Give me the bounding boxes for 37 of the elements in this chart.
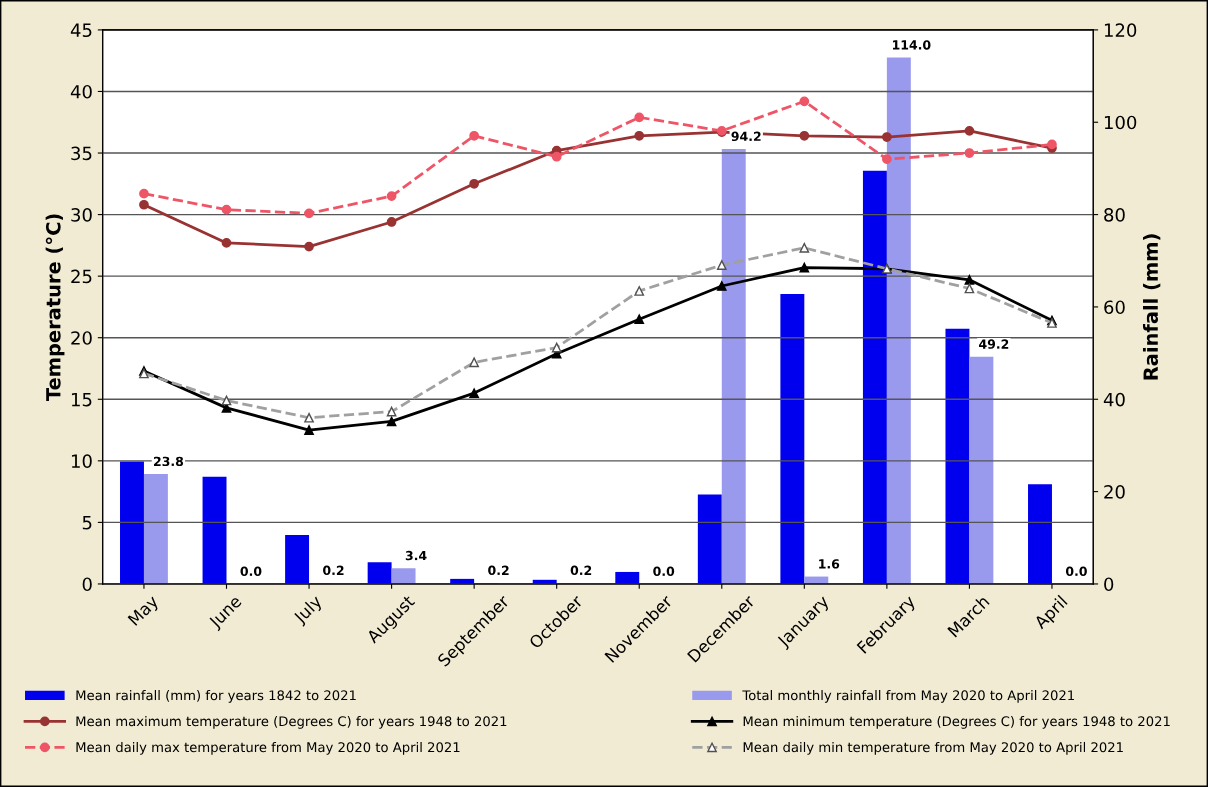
- data-label: 1.6: [819, 559, 840, 569]
- data-label: 0.0: [1065, 566, 1087, 576]
- y2-axis-title: Rainfall (mm): [1142, 234, 1161, 380]
- data-label: 114.0: [892, 40, 931, 50]
- y-tick-label: 25: [71, 269, 92, 284]
- data-label: 94.2: [731, 131, 761, 142]
- legend-label: Mean daily min temperature from May 2020 to April 2021: [743, 741, 1123, 755]
- y2-tick-label: 100: [1104, 115, 1137, 130]
- data-label: 0.2: [570, 565, 592, 576]
- legend-label: Mean daily max temperature from May 2020 to April 2021: [76, 741, 460, 755]
- y-tick-label: 0: [82, 577, 92, 592]
- y-tick-label: 40: [70, 84, 92, 99]
- data-label: 0.2: [488, 565, 509, 576]
- legend-label: Total monthly rainfall from May 2020 to April 2021: [742, 690, 1074, 703]
- legend-label: Mean minimum temperature (Degrees C) for years 1948 to 2021: [743, 715, 1170, 729]
- y2-tick-label: 120: [1104, 23, 1137, 38]
- y2-tick-label: 60: [1104, 300, 1125, 315]
- y-tick-label: 15: [71, 392, 92, 407]
- y-tick-label: 35: [71, 146, 92, 161]
- data-label: 0.2: [323, 565, 344, 576]
- data-label: 0.0: [240, 566, 262, 576]
- y2-tick-label: 40: [1103, 392, 1125, 407]
- y2-tick-label: 0: [1104, 577, 1114, 592]
- y-tick-label: 20: [71, 331, 92, 345]
- data-label: 3.4: [405, 550, 427, 561]
- y2-tick-label: 80: [1104, 208, 1125, 222]
- y2-tick-label: 20: [1104, 485, 1125, 499]
- y-axis-title: Temperature (°C): [45, 214, 65, 402]
- legend-label: Mean rainfall (mm) for years 1842 to 2021: [76, 690, 356, 703]
- y-tick-label: 30: [71, 208, 92, 222]
- data-label: 49.2: [979, 339, 1009, 349]
- data-label: 0.0: [653, 566, 675, 576]
- y-tick-label: 45: [70, 23, 92, 38]
- y-tick-label: 10: [71, 454, 92, 468]
- data-label: 23.8: [153, 456, 184, 467]
- legend-label: Mean maximum temperature (Degrees C) for years 1948 to 2021: [76, 715, 507, 729]
- y-tick-label: 5: [82, 516, 92, 530]
